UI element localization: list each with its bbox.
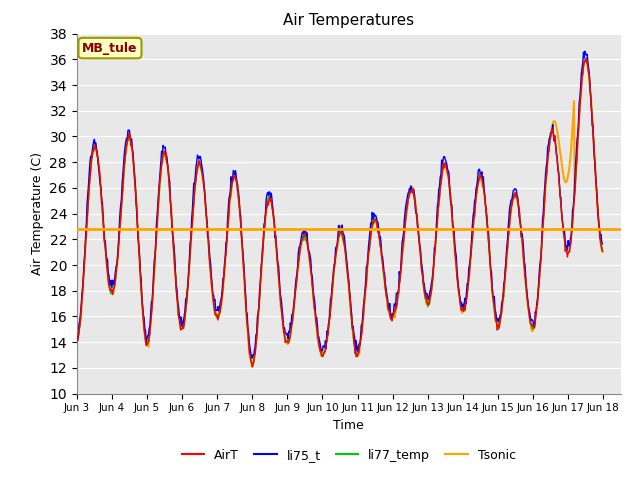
Text: MB_tule: MB_tule (82, 42, 138, 55)
Y-axis label: Air Temperature (C): Air Temperature (C) (31, 152, 44, 275)
X-axis label: Time: Time (333, 419, 364, 432)
Legend: AirT, li75_t, li77_temp, Tsonic: AirT, li75_t, li77_temp, Tsonic (177, 444, 521, 467)
Title: Air Temperatures: Air Temperatures (284, 13, 414, 28)
